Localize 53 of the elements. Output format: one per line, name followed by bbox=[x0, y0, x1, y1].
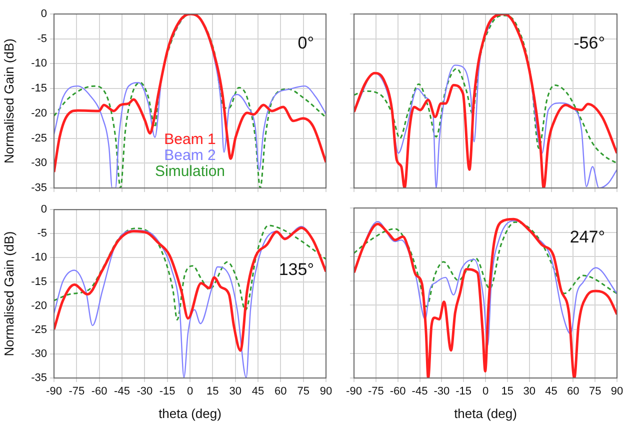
series-label: Beam 2 bbox=[164, 147, 216, 164]
x-axis-title: theta (deg) bbox=[454, 406, 517, 421]
x-tick-label: -15 bbox=[456, 386, 472, 398]
x-tick-label: 0 bbox=[482, 386, 489, 398]
annotation: 0° bbox=[298, 34, 314, 53]
annotation: -56° bbox=[574, 34, 605, 53]
y-tick-label: -5 bbox=[37, 32, 47, 45]
x-tick-label: -60 bbox=[91, 386, 108, 398]
x-tick-label: -60 bbox=[390, 386, 406, 398]
y-tick-label: -20 bbox=[31, 107, 47, 120]
x-tick-label: -45 bbox=[412, 386, 428, 398]
x-tick-label: 75 bbox=[297, 386, 310, 398]
x-tick-label: 15 bbox=[206, 386, 219, 398]
x-tick-label: 90 bbox=[320, 386, 332, 398]
y-tick-label: -5 bbox=[37, 228, 47, 240]
y-tick-label: -20 bbox=[31, 300, 47, 312]
x-tick-label: -75 bbox=[68, 386, 85, 398]
x-tick-label: 60 bbox=[274, 386, 287, 398]
y-tick-label: -10 bbox=[31, 252, 47, 264]
x-tick-label: 30 bbox=[229, 386, 242, 398]
annotation: 247° bbox=[570, 228, 605, 247]
x-tick-label: -90 bbox=[346, 386, 362, 398]
x-tick-label: 0 bbox=[186, 386, 194, 398]
y-tick-label: 0 bbox=[40, 204, 47, 216]
y-axis-title: Normalised Gain (dB) bbox=[1, 231, 16, 356]
y-tick-label: 0 bbox=[40, 8, 47, 20]
y-tick-label: -15 bbox=[31, 82, 47, 95]
x-tick-label: 30 bbox=[523, 386, 536, 398]
x-tick-label: 45 bbox=[545, 386, 558, 398]
y-tick-label: -10 bbox=[31, 58, 47, 70]
annotation: 135° bbox=[278, 260, 314, 279]
x-tick-label: 75 bbox=[588, 386, 602, 398]
x-tick-label: -30 bbox=[434, 386, 450, 398]
x-tick-label: 60 bbox=[567, 386, 580, 398]
text: Simulation bbox=[154, 163, 226, 180]
y-tick-label: -35 bbox=[31, 372, 47, 384]
y-tick-label: -35 bbox=[31, 182, 47, 194]
x-tick-label: 45 bbox=[252, 386, 264, 398]
x-tick-label: -15 bbox=[159, 386, 176, 398]
y-tick-label: -15 bbox=[31, 276, 47, 288]
y-tick-label: -30 bbox=[31, 348, 47, 360]
y-axis-title: Normalised Gain (dB) bbox=[1, 38, 16, 164]
x-tick-label: 15 bbox=[501, 386, 514, 398]
y-tick-label: -25 bbox=[31, 324, 47, 336]
x-axis-title: theta (deg) bbox=[158, 406, 222, 421]
x-tick-label: -75 bbox=[368, 386, 384, 398]
x-tick-label: -30 bbox=[136, 386, 153, 398]
y-tick-label: -25 bbox=[31, 132, 47, 144]
x-tick-label: -45 bbox=[114, 386, 130, 398]
x-tick-label: 90 bbox=[610, 386, 624, 398]
x-tick-label: -90 bbox=[46, 386, 62, 398]
y-tick-label: -30 bbox=[31, 157, 47, 170]
series-label: Beam 1 bbox=[164, 131, 216, 148]
